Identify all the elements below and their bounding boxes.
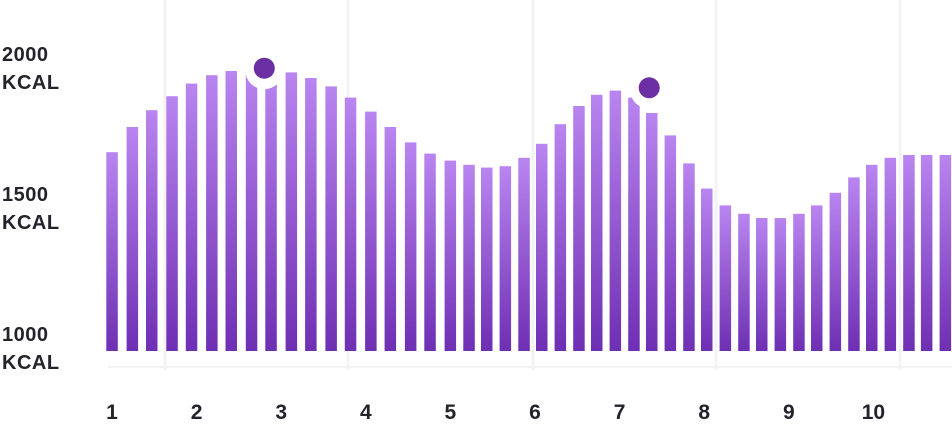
bar-10 <box>285 72 298 352</box>
highlight-point-1 <box>253 57 275 79</box>
bar-23 <box>536 143 548 351</box>
y-tick-1000: 1000 KCAL <box>2 324 60 374</box>
y-axis-ticks: 2000 KCAL 1500 KCAL 1000 KCAL <box>2 44 60 374</box>
bar-4 <box>166 96 178 351</box>
bar-34 <box>738 213 750 351</box>
bar-31 <box>683 163 695 351</box>
bar-45 <box>939 155 952 351</box>
grid-baseline <box>108 366 952 368</box>
x-tick-10: 10 <box>862 401 885 424</box>
bar-7 <box>225 71 237 351</box>
x-tick-6: 6 <box>529 401 541 424</box>
bar-6 <box>206 75 218 351</box>
bar-41 <box>866 164 878 351</box>
y-tick-2000: 2000 KCAL <box>2 44 60 94</box>
highlight-markers <box>245 51 669 109</box>
bar-5 <box>185 83 198 351</box>
grid-line-3 <box>531 0 535 370</box>
bar-33 <box>719 205 732 351</box>
y-tick-1500: 1500 KCAL <box>2 184 60 234</box>
bar-39 <box>829 192 842 351</box>
bar-20 <box>481 167 493 351</box>
bar-22 <box>518 157 530 351</box>
bar-13 <box>344 97 357 351</box>
bar-11 <box>305 78 317 351</box>
bar-2 <box>126 127 139 351</box>
bar-44 <box>920 155 933 351</box>
bar-8 <box>245 69 258 351</box>
bar-40 <box>848 177 860 351</box>
x-tick-3: 3 <box>275 401 287 424</box>
bar-12 <box>325 86 337 352</box>
x-tick-4: 4 <box>360 401 372 424</box>
bar-42 <box>884 157 897 351</box>
x-tick-2: 2 <box>191 401 203 424</box>
bar-28 <box>628 97 640 351</box>
x-tick-1: 1 <box>106 401 118 424</box>
bar-1 <box>106 152 118 351</box>
grid-line-4 <box>714 0 718 370</box>
highlight-point-2 <box>638 77 660 99</box>
y-tick-value: 1000 <box>2 324 49 346</box>
x-axis-ticks: 1 2 3 4 5 6 7 8 9 10 <box>106 401 885 424</box>
bar-29 <box>646 113 658 351</box>
bar-18 <box>444 160 457 351</box>
grid-line-5 <box>898 0 902 370</box>
y-tick-unit: KCAL <box>2 212 60 234</box>
bar-35 <box>756 218 768 351</box>
bar-27 <box>609 90 622 351</box>
bar-36 <box>774 218 787 351</box>
bar-25 <box>573 106 585 351</box>
bar-24 <box>554 124 567 351</box>
bar-38 <box>811 205 823 351</box>
y-tick-unit: KCAL <box>2 72 60 94</box>
x-tick-9: 9 <box>783 401 795 424</box>
x-tick-8: 8 <box>698 401 710 424</box>
bar-9 <box>265 71 277 351</box>
bar-43 <box>903 155 915 351</box>
bar-26 <box>591 94 603 352</box>
bar-14 <box>365 111 377 351</box>
y-tick-unit: KCAL <box>2 352 60 374</box>
bar-19 <box>463 164 475 351</box>
bar-21 <box>499 166 512 351</box>
bar-3 <box>146 110 158 351</box>
bar-17 <box>424 153 436 351</box>
bar-16 <box>404 142 417 351</box>
bar-15 <box>384 127 397 351</box>
bar-30 <box>664 135 677 351</box>
bar-series <box>106 69 952 352</box>
grid-line-1 <box>163 0 167 370</box>
x-tick-5: 5 <box>445 401 457 424</box>
bar-37 <box>793 213 805 351</box>
y-tick-value: 2000 <box>2 44 49 66</box>
y-tick-value: 1500 <box>2 184 49 206</box>
bar-32 <box>701 188 713 351</box>
x-tick-7: 7 <box>614 401 626 424</box>
